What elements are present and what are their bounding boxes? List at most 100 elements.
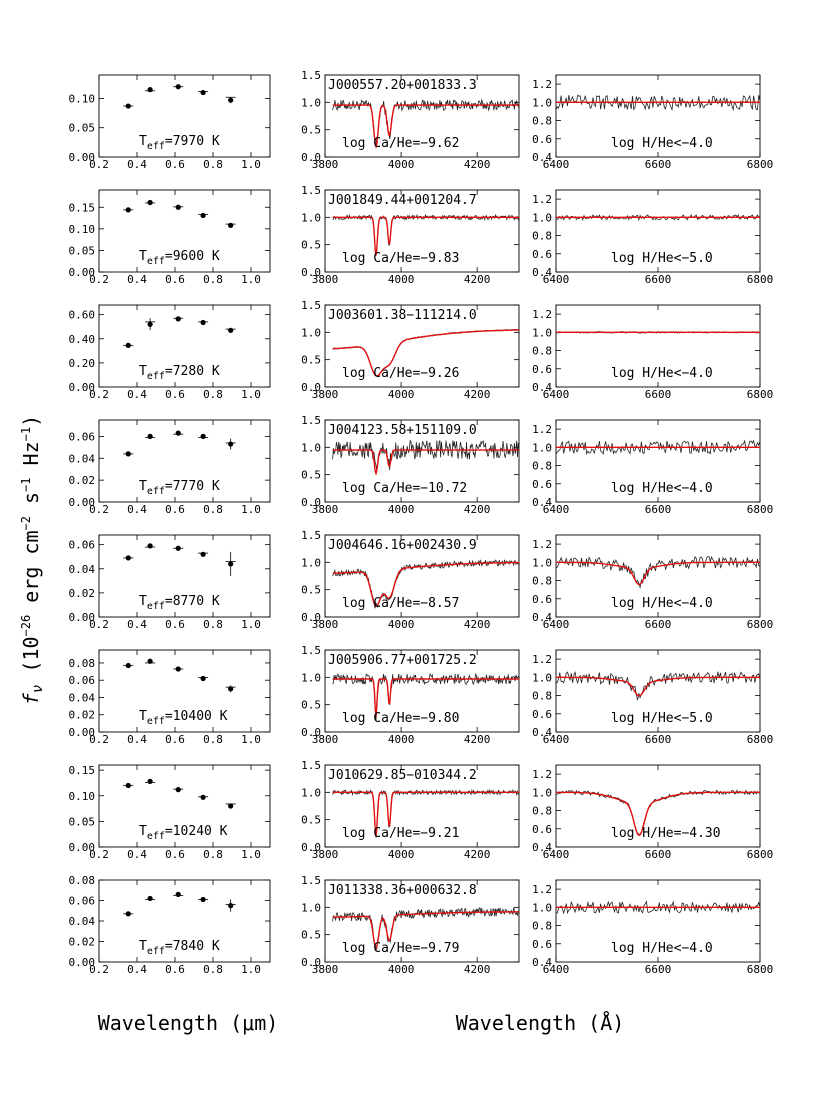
model-halpha-line xyxy=(556,676,760,697)
y-tick-label: 0.05 xyxy=(69,244,96,257)
y-tick-label: 0.06 xyxy=(69,895,96,908)
object-name: J001849.44+001204.7 xyxy=(328,193,477,208)
y-tick-label: 0.20 xyxy=(69,357,96,370)
x-tick-label: 0.2 xyxy=(89,848,109,861)
y-tick-label: 0.0 xyxy=(301,266,321,279)
y-tick-label: 1.0 xyxy=(532,901,552,914)
y-tick-label: 0.6 xyxy=(532,133,552,146)
y-tick-label: 0.04 xyxy=(69,915,96,928)
panels-grid: 0.2 0.4 0.6 0.8 1.0 0.00 0.05 0.10 Teff=7970 K 38… xyxy=(69,69,774,976)
photometry-point xyxy=(147,433,153,439)
x-tick-label: 4200 xyxy=(464,848,491,861)
y-tick-label: 0.10 xyxy=(69,92,96,105)
axes-frame xyxy=(98,649,271,733)
observed-spectrum-line xyxy=(332,439,520,471)
axes-frame xyxy=(98,419,271,503)
x-tick-label: 0.6 xyxy=(165,733,185,746)
calcium-spectrum-panel: 3800 4000 4200 0.0 0.5 1.0 1.5 J010629.85−01034… xyxy=(301,759,520,861)
y-tick-label: 0.6 xyxy=(532,363,552,376)
y-tick-label: 0.02 xyxy=(69,587,96,600)
y-tick-label: 0.15 xyxy=(69,201,96,214)
y-tick-label: 0.10 xyxy=(69,790,96,803)
model-spectrum-line xyxy=(332,678,519,717)
x-tick-label: 4000 xyxy=(388,503,415,516)
photometry-point xyxy=(175,84,181,90)
y-tick-label: 0.5 xyxy=(301,239,321,252)
x-tick-label: 0.6 xyxy=(165,273,185,286)
y-tick-label: 0.04 xyxy=(69,691,96,704)
y-tick-label: 0.4 xyxy=(532,611,552,624)
x-tick-label: 0.6 xyxy=(165,618,185,631)
y-tick-label: 0.40 xyxy=(69,333,96,346)
photometry-point xyxy=(125,911,131,917)
hydrogen-abundance-label: log H/He<−4.0 xyxy=(611,136,713,151)
photometry-point xyxy=(125,451,131,457)
photometry-point xyxy=(175,316,181,322)
photometry-point xyxy=(228,441,234,447)
y-tick-label: 0.06 xyxy=(69,539,96,552)
x-tick-label: 1.0 xyxy=(241,158,261,171)
photometry-wavelength-label: Wavelength (μm) xyxy=(98,1011,279,1035)
object-name: J010629.85−010344.2 xyxy=(328,768,477,783)
y-tick-label: 0.8 xyxy=(532,230,552,243)
photometry-point xyxy=(228,903,234,909)
y-tick-label: 0.8 xyxy=(532,690,552,703)
teff-label: Teff=10400 K xyxy=(139,709,228,727)
object-name: J000557.20+001833.3 xyxy=(328,78,477,93)
model-spectrum-line xyxy=(332,561,519,607)
x-tick-label: 6600 xyxy=(645,963,672,976)
x-tick-label: 6400 xyxy=(543,848,570,861)
calcium-abundance-label: log Ca/He=−9.26 xyxy=(342,366,459,381)
axes-frame xyxy=(324,304,520,388)
y-tick-label: 0.5 xyxy=(301,469,321,482)
y-tick-label: 0.00 xyxy=(69,611,96,624)
y-tick-label: 0.0 xyxy=(301,381,321,394)
photometry-point xyxy=(175,891,181,897)
y-tick-label: 0.6 xyxy=(532,248,552,261)
x-tick-label: 6600 xyxy=(645,273,672,286)
y-tick-label: 1.0 xyxy=(301,96,321,109)
photometry-point xyxy=(175,666,181,672)
model-spectrum-line xyxy=(332,104,519,150)
teff-label: Teff=10240 K xyxy=(139,824,228,842)
photometry-point xyxy=(175,204,181,210)
y-tick-label: 0.8 xyxy=(532,575,552,588)
y-tick-label: 0.4 xyxy=(532,841,552,854)
photometry-point xyxy=(175,430,181,436)
halpha-spectrum-panel: 6400 6600 6800 0.4 0.6 0.8 1.0 1.2 log H/He<−4.0 xyxy=(532,534,773,631)
y-tick-label: 0.8 xyxy=(532,920,552,933)
model-spectrum-line xyxy=(332,449,519,476)
x-tick-label: 1.0 xyxy=(241,963,261,976)
photometry-point xyxy=(147,543,153,549)
y-tick-label: 0.00 xyxy=(69,956,96,969)
observed-spectrum-line xyxy=(332,559,520,609)
x-tick-label: 6800 xyxy=(747,158,774,171)
x-tick-label: 6800 xyxy=(747,503,774,516)
x-tick-label: 3800 xyxy=(312,848,339,861)
axes-frame xyxy=(324,189,520,273)
x-tick-label: 3800 xyxy=(312,273,339,286)
photometry-point xyxy=(228,327,234,333)
x-tick-label: 0.8 xyxy=(203,158,223,171)
halpha-spectrum-panel: 6400 6600 6800 0.4 0.6 0.8 1.0 1.2 log H/He<−4.0 xyxy=(532,419,774,516)
x-tick-label: 4000 xyxy=(388,388,415,401)
photometry-point xyxy=(147,199,153,206)
photometry-point xyxy=(175,787,181,793)
calcium-spectrum-panel: 3800 4000 4200 0.0 0.5 1.0 1.5 J005906.77+00172… xyxy=(301,644,520,746)
y-tick-label: 1.2 xyxy=(532,308,552,321)
photometry-point xyxy=(200,794,206,800)
x-tick-label: 1.0 xyxy=(241,848,261,861)
hydrogen-abundance-label: log H/He<−4.0 xyxy=(611,941,713,956)
photometry-point xyxy=(228,222,234,228)
calcium-abundance-label: log Ca/He=−9.21 xyxy=(342,826,459,841)
y-tick-label: 1.5 xyxy=(301,184,321,197)
x-tick-label: 0.2 xyxy=(89,618,109,631)
observed-spectrum-line xyxy=(332,672,520,721)
axes-frame xyxy=(324,879,520,963)
star-row: 0.2 0.4 0.6 0.8 1.0 0.00 0.05 0.10 Teff=7970 K 38… xyxy=(69,69,774,171)
y-tick-label: 0.4 xyxy=(532,956,552,969)
photometry-point xyxy=(147,658,153,664)
y-tick-label: 1.0 xyxy=(532,211,552,224)
axes-frame xyxy=(98,764,271,848)
y-tick-label: 1.2 xyxy=(532,193,552,206)
